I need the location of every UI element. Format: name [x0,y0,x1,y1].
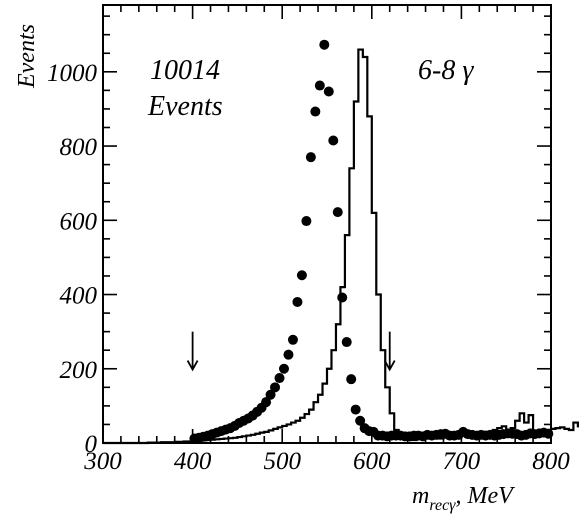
x-tick-label: 600 [353,448,391,475]
data-point [355,415,366,426]
x-axis-title: mrecγ, MeV [412,483,515,514]
x-tick-label: 700 [443,448,481,475]
data-point [341,337,352,348]
x-tick-label: 300 [83,448,122,475]
x-tick-label: 800 [532,448,570,475]
y-tick-label: 0 [85,431,98,458]
data-point [292,296,303,307]
data-point [314,80,325,91]
y-tick-label: 600 [60,208,98,235]
data-point [310,106,321,117]
cut-arrow-head [383,360,396,372]
data-point [319,39,330,50]
plot-frame [102,4,552,444]
annotation-count: 10014 [150,55,220,86]
data-point [328,135,339,146]
y-tick-label: 1000 [47,60,98,87]
arrows-layer [186,331,396,372]
cut-arrow-head [186,360,199,372]
mc-histogram-layer [103,48,579,445]
data-point [305,152,316,163]
x-axis-title-unit: , MeV [455,483,515,509]
data-point [296,270,307,281]
data-point [346,374,357,385]
data-point [283,349,294,360]
data-point [278,363,289,374]
annotation-photon-range: 6-8 γ [418,55,474,86]
tick-labels-layer: 300 400 500 600 700 800 0 200 400 600 800 1000 [47,60,570,475]
y-tick-label: 200 [60,357,98,384]
data-point [350,404,361,415]
data-point [337,292,348,303]
data-point [287,334,298,345]
data-points-layer [189,39,554,444]
annotation-events: Events [147,91,223,122]
data-point [270,382,281,393]
y-tick-label: 800 [60,134,98,161]
x-tick-label: 400 [174,448,212,475]
y-axis-title: Events [14,24,40,89]
y-tick-label: 400 [60,283,98,310]
data-point [543,428,554,439]
data-point [265,389,276,400]
x-tick-label: 500 [263,448,301,475]
x-axis-title-main: m [412,483,429,509]
mc-histogram-line [103,48,579,445]
data-point [332,207,343,218]
data-point [301,216,312,227]
data-point [323,86,334,97]
x-axis-title-subscript: recγ [429,497,456,514]
data-point [261,397,272,408]
data-point [274,373,285,384]
